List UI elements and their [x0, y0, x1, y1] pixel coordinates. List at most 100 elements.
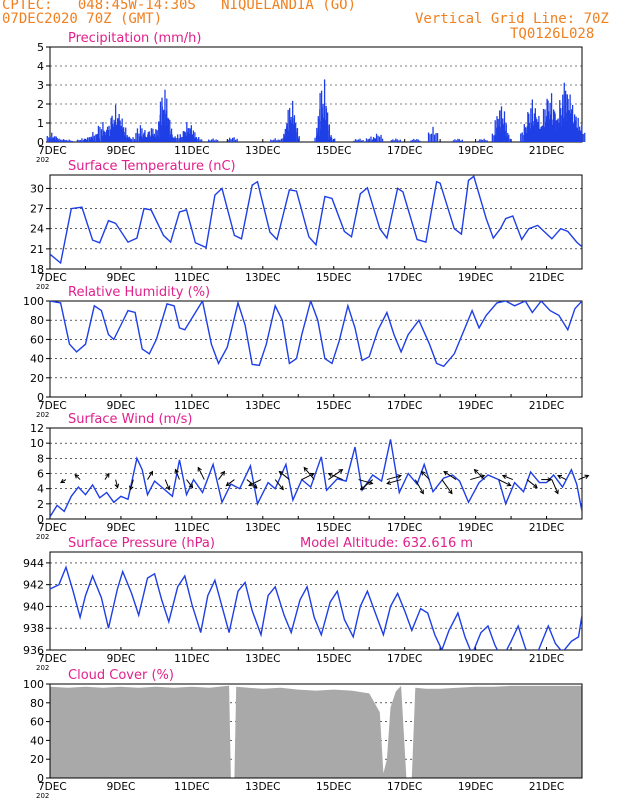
wind-arrow-head — [501, 474, 507, 479]
wind-arrow — [414, 479, 424, 494]
x-year-stub: 202 — [36, 411, 49, 419]
wind-arrow-head — [420, 470, 426, 476]
y-tick-label: 8 — [37, 452, 44, 465]
y-tick-label: 24 — [30, 223, 44, 236]
wind-arrow-head — [129, 485, 134, 491]
wind-arrow — [74, 474, 81, 480]
y-tick-label: 0 — [37, 513, 44, 526]
wind-arrow — [328, 469, 343, 480]
panel-annotation: Model Altitude: 632.616 m — [300, 536, 473, 551]
panel-frame — [49, 551, 583, 651]
y-tick-label: 936 — [23, 644, 44, 657]
x-year-stub: 202 — [36, 156, 49, 164]
y-tick-label: 20 — [30, 372, 44, 385]
y-tick-label: 40 — [30, 353, 44, 366]
y-tick-label: 60 — [30, 333, 44, 346]
wind-arrow-head — [174, 468, 179, 474]
wind-arrow — [174, 469, 180, 480]
wind-arrow-head — [165, 485, 171, 491]
wind-arrow — [470, 475, 485, 481]
x-tick-label: 21DEC — [529, 653, 564, 665]
wind-arrow-head — [197, 466, 202, 472]
wind-arrow-head — [60, 478, 65, 484]
y-tick-label: 12 — [30, 422, 44, 435]
x-tick-label: 19DEC — [458, 145, 493, 157]
wind-arrow — [421, 471, 430, 480]
wind-arrow-head — [419, 489, 424, 495]
wind-arrow — [274, 479, 284, 490]
wind-arrow — [303, 467, 315, 480]
wind-arrow-head — [533, 483, 538, 489]
y-tick-label: 100 — [23, 295, 44, 308]
wind-arrow — [279, 471, 290, 480]
panel-title: Relative Humidity (%) — [68, 285, 210, 300]
y-tick-label: 4 — [37, 483, 44, 496]
wind-arrow-head — [547, 477, 553, 482]
wind-arrow-head — [386, 480, 392, 485]
y-tick-label: 80 — [30, 314, 44, 327]
panel-2: 0 20 40 60 80 100 7DEC 9DEC 11DEC 13DEC 15DEC 17DEC… — [23, 285, 583, 419]
x-tick-label: 19DEC — [458, 653, 493, 665]
y-tick-label: 0 — [37, 136, 44, 149]
y-tick-label: 20 — [30, 753, 44, 766]
x-tick-label: 21DEC — [529, 522, 564, 534]
wind-arrow — [443, 471, 457, 480]
panel-0: 0 1 2 3 4 5 7DEC 9DEC 11DEC 13DEC 15DEC 17DEC 19DEC 2… — [36, 31, 586, 164]
x-tick-label: 11DEC — [174, 145, 209, 157]
wind-arrow-head — [473, 468, 479, 474]
x-tick-label: 7DEC — [38, 145, 67, 157]
wind-arrow — [358, 479, 373, 485]
x-year-stub: 202 — [36, 792, 49, 800]
wind-arrow — [197, 467, 205, 480]
y-tick-label: 1 — [37, 117, 44, 130]
x-tick-label: 15DEC — [316, 653, 351, 665]
x-tick-label: 19DEC — [458, 400, 493, 412]
x-tick-label: 17DEC — [387, 781, 422, 793]
series-line — [50, 439, 582, 518]
wind-arrow-head — [279, 485, 284, 491]
x-tick-label: 13DEC — [245, 272, 280, 284]
panel-title: Surface Pressure (hPa) — [68, 536, 215, 551]
x-tick-label: 17DEC — [387, 522, 422, 534]
wind-arrow — [147, 471, 153, 480]
x-tick-label: 11DEC — [174, 400, 209, 412]
x-tick-label: 19DEC — [458, 781, 493, 793]
x-tick-label: 17DEC — [387, 653, 422, 665]
x-tick-label: 13DEC — [245, 781, 280, 793]
x-tick-label: 9DEC — [107, 781, 136, 793]
x-tick-label: 7DEC — [38, 400, 67, 412]
y-tick-label: 21 — [30, 243, 44, 256]
x-tick-label: 11DEC — [174, 272, 209, 284]
wind-arrow — [104, 473, 110, 480]
x-tick-label: 9DEC — [107, 522, 136, 534]
y-tick-label: 4 — [37, 60, 44, 73]
panel-title: Surface Wind (m/s) — [68, 412, 192, 427]
x-tick-label: 21DEC — [529, 781, 564, 793]
x-tick-label: 15DEC — [316, 145, 351, 157]
cloud-area — [50, 685, 582, 778]
series-line — [50, 301, 582, 368]
header-date: 07DEC2020 70Z (GMT) — [2, 11, 163, 27]
wind-arrow-head — [278, 470, 284, 476]
wind-arrow — [502, 475, 514, 481]
wind-arrow-head — [220, 470, 226, 476]
wind-arrow — [360, 479, 374, 490]
wind-arrow-head — [554, 489, 559, 495]
wind-arrow — [115, 479, 119, 488]
header-station: CPTEC: 048:45W-14:30S NIQUELANDIA (GO) — [2, 0, 357, 13]
wind-arrow-head — [396, 474, 402, 479]
wind-arrow — [129, 479, 134, 490]
x-tick-label: 9DEC — [107, 400, 136, 412]
wind-arrow-head — [252, 483, 258, 489]
x-tick-label: 13DEC — [245, 400, 280, 412]
panel-4: 936 938 940 942 944 7DEC 9DEC 11DEC 13DEC 15DEC 17… — [23, 536, 583, 672]
wind-arrow — [386, 475, 402, 481]
series-line — [50, 565, 582, 650]
y-tick-label: 2 — [37, 98, 44, 111]
panel-title: Surface Temperature (nC) — [68, 159, 236, 174]
y-tick-label: 30 — [30, 182, 44, 195]
panel-1: 18 21 24 27 30 7DEC 9DEC 11DEC 13DEC 15DEC 17DEC 19… — [30, 159, 583, 291]
y-tick-label: 100 — [23, 678, 44, 691]
wind-arrow — [164, 479, 170, 490]
y-tick-label: 5 — [37, 41, 44, 54]
